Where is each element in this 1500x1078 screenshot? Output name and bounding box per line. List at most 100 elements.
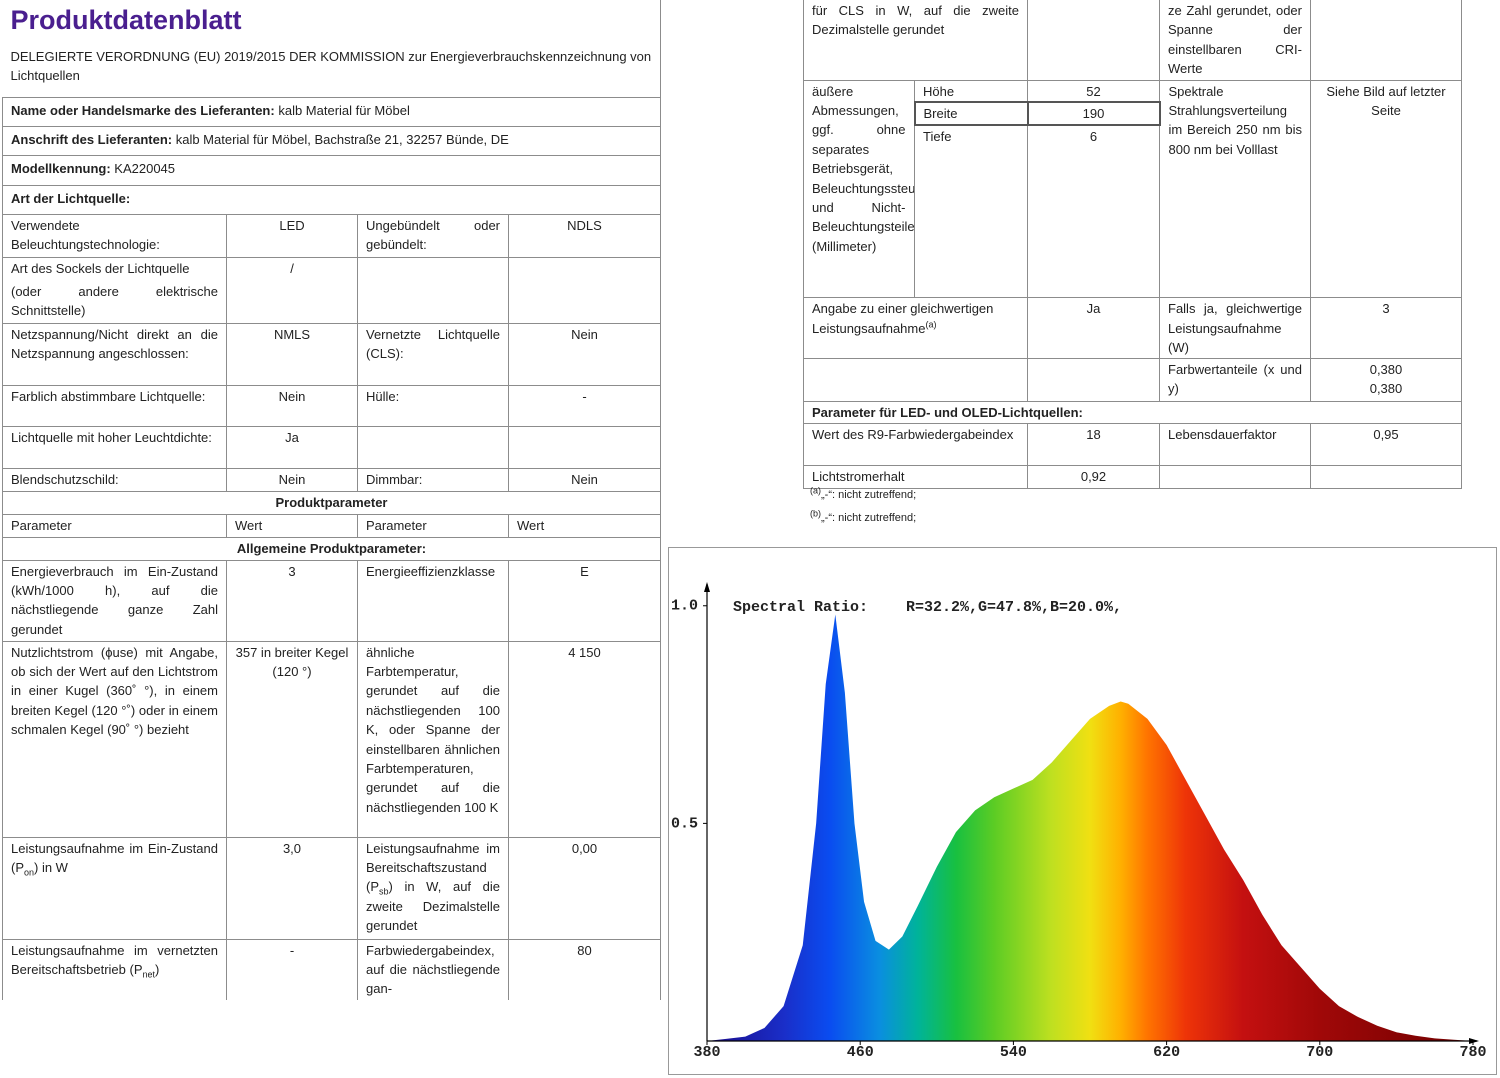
text: ze Zahl gerundet, oder Spanne der einste… (1159, 0, 1311, 81)
text: 6 (1027, 124, 1160, 299)
table-row: Lichtstromerhalt 0,92 (803, 464, 1462, 489)
text: äußere Abmessungen, ggf. ohne separates … (803, 79, 915, 299)
text: kalb Material für Möbel (278, 102, 410, 118)
table-row: für CLS in W, auf die zweite Dezimalstel… (803, 0, 1462, 81)
text: KA220045 (114, 160, 176, 176)
text: 357 in breiter Kegel (120 °) (226, 640, 358, 838)
text: NMLS (226, 322, 358, 386)
table-cell (357, 425, 509, 469)
text: Allgemeine Produktparameter: (2, 536, 661, 561)
text: Name oder Handelsmarke des Lieferanten: (11, 102, 275, 118)
text: Hülle: (357, 384, 509, 427)
table-cell (508, 425, 661, 469)
text: Falls ja, gleichwertige Leistungsaufnahm… (1159, 297, 1311, 359)
title: Produktdatenblatt (10, 5, 242, 35)
table-row: Produktparameter (2, 490, 661, 515)
text: 52 (1027, 79, 1160, 103)
table-cell: Anschrift des Lieferanten: kalb Material… (2, 125, 661, 156)
text: 0,380 (1369, 381, 1403, 397)
text: Lebensdauerfaktor (1159, 422, 1311, 466)
text: Lichtquelle mit hoher Leuchtdichte: (2, 425, 227, 469)
text: Modellkennung: (11, 160, 111, 176)
text: / (226, 256, 358, 324)
table-row: Modellkennung: KA220045 (2, 154, 661, 186)
x-tick-label: 620 (1153, 1044, 1180, 1061)
text: 3 (1310, 297, 1462, 359)
text: Art der Lichtquelle: (2, 184, 661, 215)
text: Verwendete Beleuchtungstechnologie: (2, 213, 227, 258)
text: 4 150 (508, 640, 661, 838)
chart-subtitle: R=32.2%,G=47.8%,B=20.0%, (906, 599, 1122, 616)
text: net (142, 969, 156, 980)
text: ) (155, 961, 160, 977)
table-row: Lichtquelle mit hoher Leuchtdichte: Ja (2, 425, 661, 469)
table-row: Angabe zu einer gleichwertigen Leistungs… (803, 297, 1462, 359)
table-cell (1159, 464, 1311, 489)
text: 0,92 (1027, 464, 1160, 489)
text: Nein (508, 467, 661, 492)
table-cell: Produktdatenblatt DELEGIERTE VERORDNUNG (… (2, 0, 661, 98)
table-row: Art des Sockels der Lichtquelle (oder and… (2, 256, 661, 324)
table-row: Anschrift des Lieferanten: kalb Material… (2, 125, 661, 156)
text: NDLS (508, 213, 661, 258)
table-cell: 0,380 0,380 (1310, 357, 1462, 402)
text: Siehe Bild auf letzter Seite (1310, 79, 1462, 299)
text: Parameter (357, 513, 509, 538)
text: Leistungsaufnahme im Bereitschaftszustan… (366, 840, 500, 895)
text: on (24, 867, 35, 878)
text: (oder andere elektrische Schnittstelle) (11, 283, 218, 319)
text: (a) (925, 319, 937, 330)
text: Wert (226, 513, 358, 538)
text: ) in W, auf die zweite Dezimalstelle ger… (366, 879, 500, 934)
y-axis-arrow (704, 582, 710, 592)
x-tick-label: 700 (1306, 1044, 1333, 1061)
text: sb (379, 886, 389, 897)
text: 18 (1027, 422, 1160, 466)
text: Leistungsaufnahme im vernetzten Bereitsc… (11, 942, 218, 977)
text: Farbwiedergabeindex, auf die nächstliege… (357, 938, 509, 1000)
table-cell (1310, 0, 1462, 81)
table-row: Leistungsaufnahme im Ein-Zustand (Pon) i… (2, 836, 661, 940)
text: Wert (508, 513, 661, 538)
text: Art des Sockels der Lichtquelle (11, 260, 190, 276)
text: Lichtstromerhalt (803, 464, 1028, 489)
table-cell (1027, 357, 1160, 402)
x-axis-arrow (1469, 1038, 1479, 1044)
table-row: Allgemeine Produktparameter: (2, 536, 661, 561)
table-row: Netzspannung/Nicht direkt an die Netzspa… (2, 322, 661, 386)
table-row: Breite 190 (804, 100, 1462, 126)
table-cell: Leistungsaufnahme im Ein-Zustand (Pon) i… (2, 836, 227, 940)
text: (a) (810, 485, 821, 496)
text: Wert des R9-Farbwiedergabeindex (803, 422, 1028, 466)
text: Vernetzte Lichtquelle (CLS): (357, 322, 509, 386)
table-cell (508, 256, 661, 324)
text: Ungebündelt oder gebündelt: (357, 213, 509, 258)
text: - (226, 938, 358, 1000)
table-cell: Leistungsaufnahme im Bereitschaftszustan… (357, 836, 509, 940)
text: „-“: nicht zutreffend; (821, 489, 917, 501)
text: Parameter (2, 513, 227, 538)
text: kalb Material für Möbel, Bachstraße 21, … (175, 131, 509, 147)
table-cell (803, 357, 1028, 402)
text: 3,0 (226, 836, 358, 940)
table-row: Leistungsaufnahme im vernetzten Bereitsc… (2, 938, 661, 1000)
left-table: Produktdatenblatt DELEGIERTE VERORDNUNG (… (2, 0, 661, 1000)
regulation: DELEGIERTE VERORDNUNG (EU) 2019/2015 DER… (10, 49, 652, 84)
table-row: Parameter Wert Parameter Wert (2, 513, 661, 538)
text: ähnliche Farbtemperatur, gerundet auf di… (357, 640, 509, 838)
table-row: Energieverbrauch im Ein-Zustand (kWh/100… (2, 559, 661, 642)
text: „-“: nicht zutreffend; (821, 512, 917, 524)
text: Farblich abstimmbare Lichtquelle: (2, 384, 227, 427)
text: Energieverbrauch im Ein-Zustand (kWh/100… (2, 559, 227, 642)
text: Nein (226, 384, 358, 427)
text: Höhe (914, 79, 1028, 103)
text: Nutzlichtstrom (ϕuse) mit Angabe, ob sic… (2, 640, 227, 838)
text: Parameter für LED- und OLED-Lichtquellen… (803, 400, 1462, 424)
table-row: Tiefe 6 (804, 124, 1462, 299)
text: 0,00 (508, 836, 661, 940)
text: Dimmbar: (357, 467, 509, 492)
text: 0,380 (1369, 361, 1403, 377)
table-row: Name oder Handelsmarke des Lieferanten: … (2, 96, 661, 127)
table-row: Farblich abstimmbare Lichtquelle: Nein Hül… (2, 384, 661, 427)
